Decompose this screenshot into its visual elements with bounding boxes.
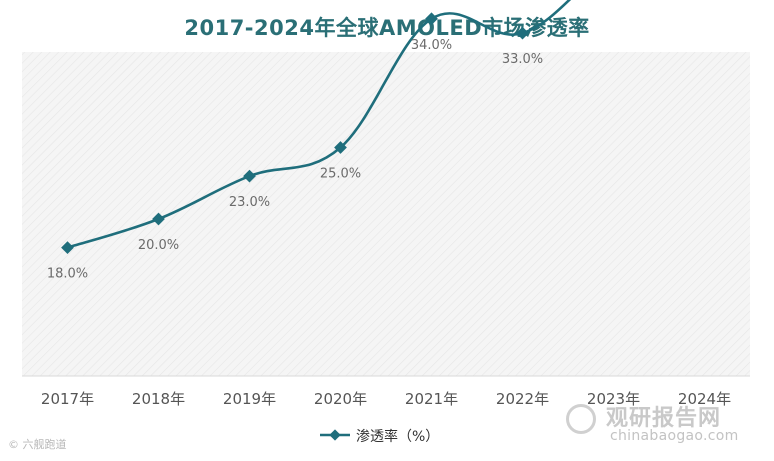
data-point (425, 12, 438, 26)
data-label: 20.0% (138, 238, 179, 253)
x-tick-label: 2021年 (405, 390, 458, 408)
x-tick-label: 2022年 (496, 390, 549, 408)
series-line (67, 0, 572, 249)
watermark-logo-icon (566, 404, 596, 434)
x-tick-label: 2019年 (223, 390, 276, 408)
watermark-brand: 观研报告网 (606, 406, 722, 431)
data-label: 23.0% (229, 195, 270, 210)
x-tick-label: 2017年 (41, 390, 94, 408)
legend-label: 渗透率（%） (356, 428, 439, 445)
data-point (61, 241, 74, 254)
x-tick-label: 2020年 (314, 390, 367, 408)
data-label: 25.0% (320, 167, 361, 182)
plot-area (22, 52, 750, 376)
data-label: 34.0% (411, 38, 452, 53)
watermark-url: chinabaogao.com (610, 428, 739, 444)
data-point (243, 169, 256, 183)
data-point (152, 212, 165, 226)
x-tick-label: 2024年 (678, 390, 731, 408)
legend: 渗透率（%） (320, 428, 439, 445)
x-tick-label: 2018年 (132, 390, 185, 408)
data-point (334, 141, 347, 154)
x-tick-label: 2023年 (587, 390, 640, 408)
legend-marker-swatch (329, 429, 341, 441)
data-label: 18.0% (47, 267, 88, 282)
watermark-source: © 六舰跑道 (8, 438, 67, 451)
data-point (516, 26, 529, 40)
data-label: 33.0% (502, 52, 543, 67)
